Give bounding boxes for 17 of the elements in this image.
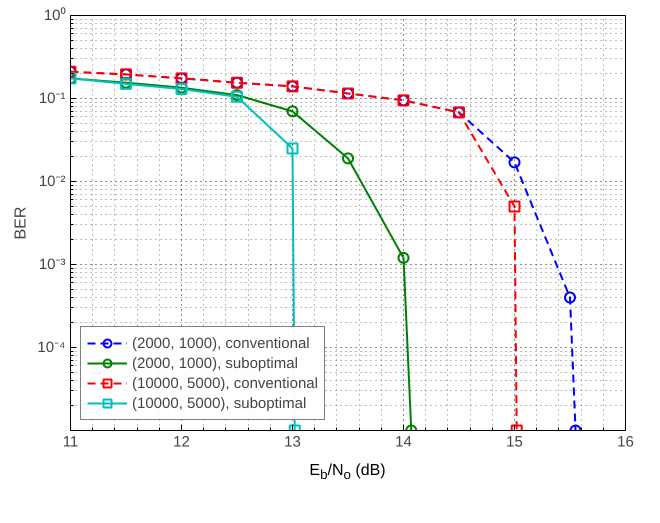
x-tick-label: 16 — [617, 434, 634, 450]
legend-label: (2000, 1000), suboptimal — [132, 354, 298, 372]
y-tick-label: 10⁻⁴ — [37, 339, 66, 356]
y-axis-title: BER — [12, 206, 30, 240]
legend-label: (10000, 5000), conventional — [132, 374, 318, 392]
x-axis-title: E$_{b}$/N$_{o}$ (dB) — [308, 461, 387, 484]
legend-label: (10000, 5000), suboptimal — [132, 394, 306, 412]
x-tick-label: 12 — [173, 434, 190, 450]
y-tick-label: 10⁻¹ — [38, 90, 66, 107]
x-tick-label: 14 — [395, 434, 412, 450]
x-tick-label: 15 — [506, 434, 523, 450]
x-tick-label: 11 — [62, 434, 78, 450]
y-tick-label: 10⁰ — [44, 7, 66, 24]
y-tick-label: 10⁻² — [38, 173, 66, 190]
x-tick-label: 13 — [284, 434, 301, 450]
legend-label: (2000, 1000), conventional — [132, 334, 310, 352]
y-tick-label: 10⁻³ — [38, 256, 66, 273]
